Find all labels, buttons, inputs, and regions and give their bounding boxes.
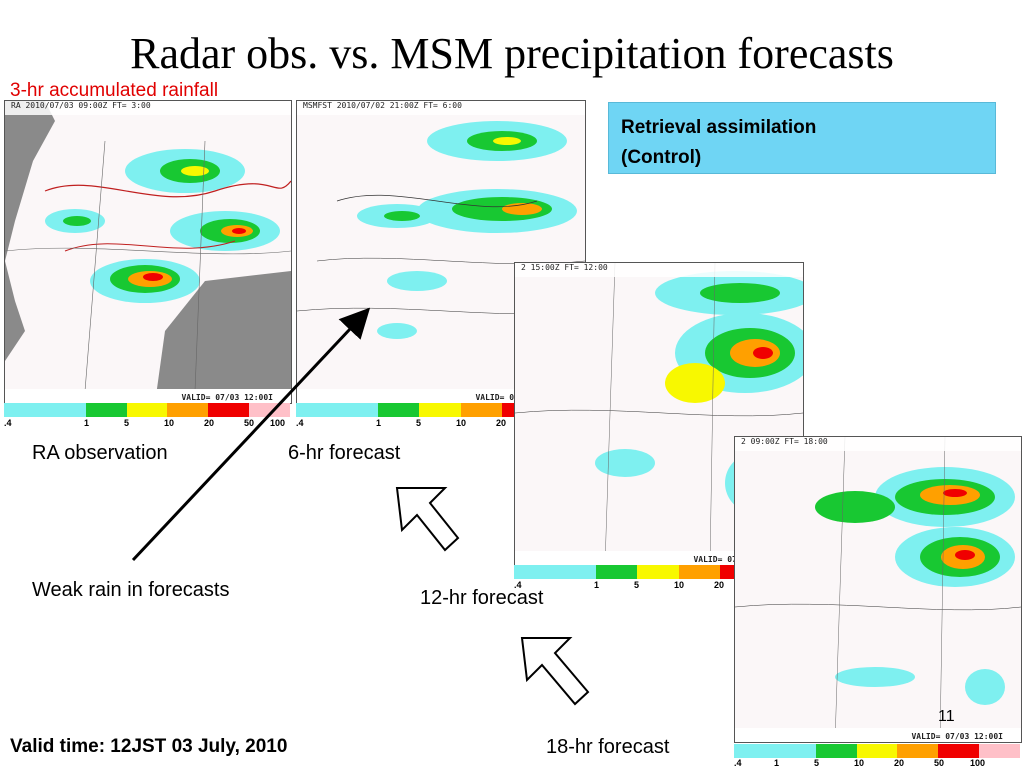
weak-rain-arrow — [131, 307, 371, 562]
scale-ticks: .4 1 5 10 20 50 100 — [4, 418, 290, 430]
scale-tick: 5 — [634, 580, 640, 590]
scale-tick: 10 — [854, 758, 865, 768]
panel-header: MSMFST 2010/07/02 21:00Z FT= 6:00 — [297, 101, 585, 115]
forecast-12hr-label: 12-hr forecast — [420, 587, 544, 609]
progression-arrow — [520, 637, 590, 706]
scale-tick: 1 — [774, 758, 780, 768]
scale-tick: 20 — [496, 418, 507, 428]
scale-ticks: .4 1 5 10 20 50 100 — [734, 758, 1020, 770]
weak-rain-label: Weak rain in forecasts — [32, 579, 230, 601]
forecast-6hr-label: 6-hr forecast — [288, 442, 401, 464]
panel-header: 2 09:00Z FT= 18:00 — [735, 437, 1021, 451]
scale-tick: 1 — [376, 418, 382, 428]
scale-tick: .4 — [4, 418, 12, 428]
scale-tick: 20 — [894, 758, 905, 768]
scale-tick: .4 — [514, 580, 522, 590]
scale-tick: 5 — [124, 418, 130, 428]
forecast-18hr-map: 2 09:00Z FT= 18:00 VALID= 07/03 12:00I — [734, 436, 1022, 743]
scale-tick: 5 — [814, 758, 820, 768]
scale-tick: .4 — [296, 418, 304, 428]
valid-time-label: Valid time: 12JST 03 July, 2010 — [10, 736, 288, 757]
scale-tick: 20 — [714, 580, 725, 590]
scale-tick: 10 — [674, 580, 685, 590]
slide-title: Radar obs. vs. MSM precipitation forecas… — [130, 29, 894, 78]
valid-stamp: VALID= 07/03 12:00I — [911, 732, 1003, 741]
box-line-2: (Control) — [621, 147, 702, 168]
color-scale-bar — [734, 744, 1021, 758]
page-number: 11 — [938, 708, 955, 725]
progression-arrow — [395, 487, 460, 552]
accumulated-rainfall-label: 3-hr accumulated rainfall — [10, 80, 219, 101]
panel-footer: VALID= 07/03 12:00I — [735, 728, 1021, 742]
scale-tick: 10 — [456, 418, 467, 428]
scale-tick: 1 — [594, 580, 600, 590]
assimilation-box: Retrieval assimilation (Control) — [608, 102, 996, 174]
scale-tick: 5 — [416, 418, 422, 428]
ra-observation-label: RA observation — [32, 442, 168, 464]
scale-tick: .4 — [734, 758, 742, 768]
scale-tick: 50 — [934, 758, 945, 768]
color-scale-bar — [4, 403, 291, 417]
scale-tick: 1 — [84, 418, 90, 428]
forecast-18hr-label: 18-hr forecast — [546, 736, 670, 758]
scale-tick: 10 — [164, 418, 175, 428]
panel-header: RA 2010/07/03 09:00Z FT= 3:00 — [5, 101, 291, 115]
panel-header: 2 15:00Z FT= 12:00 — [515, 263, 803, 277]
valid-stamp: VALID= 07/03 12:00I — [181, 393, 273, 402]
radar-observation-map: RA 2010/07/03 09:00Z FT= 3:00 VALID= 07/… — [4, 100, 292, 404]
box-line-1: Retrieval assimilation — [621, 117, 817, 138]
scale-tick: 20 — [204, 418, 215, 428]
panel-footer: VALID= 07/03 12:00I — [5, 389, 291, 403]
scale-tick: 50 — [244, 418, 255, 428]
scale-tick: 100 — [970, 758, 986, 768]
scale-tick: 100 — [270, 418, 286, 428]
color-scale-bar — [514, 565, 802, 579]
